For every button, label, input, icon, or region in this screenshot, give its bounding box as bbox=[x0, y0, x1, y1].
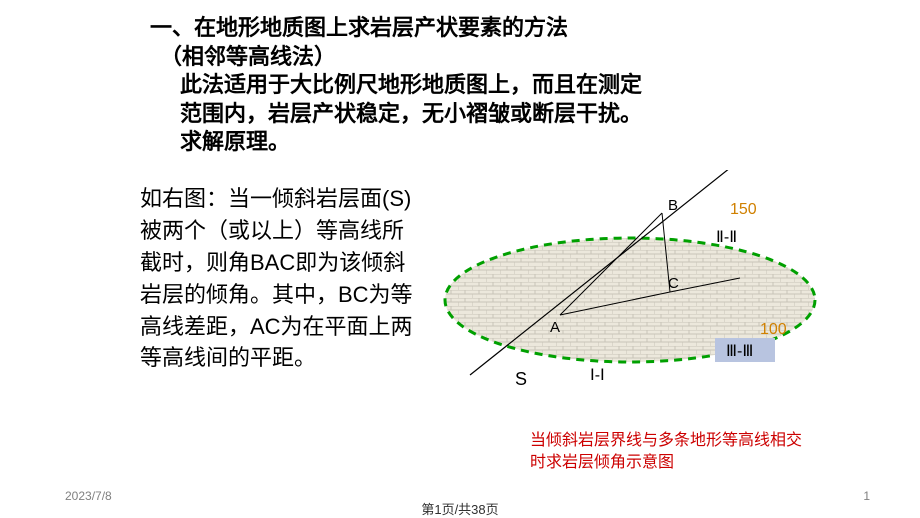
description-text: 如右图：当一倾斜岩层面(S)被两个（或以上）等高线所截时，则角BAC即为该倾斜岩… bbox=[140, 183, 420, 374]
title-body2: 范围内，岩层产状稳定，无小褶皱或断层干扰。 bbox=[180, 100, 850, 129]
label-S: S bbox=[515, 369, 527, 389]
title-body1: 此法适用于大比例尺地形地质图上，而且在测定 bbox=[180, 71, 850, 100]
label-I-I: Ⅰ-Ⅰ bbox=[590, 367, 605, 384]
label-II-II: Ⅱ-Ⅱ bbox=[716, 229, 737, 246]
label-B: B bbox=[668, 197, 678, 214]
title-line1: 一、在地形地质图上求岩层产状要素的方法 bbox=[150, 14, 850, 43]
footer-center: 第1页/共38页 bbox=[421, 499, 498, 518]
diagram-caption: 当倾斜岩层界线与多条地形等高线相交时求岩层倾角示意图 bbox=[530, 430, 805, 475]
title-body3: 求解原理。 bbox=[180, 128, 850, 157]
label-III-III: Ⅲ-Ⅲ bbox=[726, 343, 753, 360]
label-A: A bbox=[550, 319, 560, 336]
title-line2: （相邻等高线法） bbox=[160, 43, 850, 72]
footer-pagenum: 1 bbox=[863, 489, 870, 503]
geology-diagram: A B C S Ⅰ-Ⅰ Ⅱ-Ⅱ Ⅲ-Ⅲ 150 100 bbox=[430, 170, 890, 440]
label-150: 150 bbox=[730, 201, 757, 218]
footer-date: 2023/7/8 bbox=[65, 489, 112, 503]
label-100: 100 bbox=[760, 321, 787, 338]
label-C: C bbox=[668, 275, 679, 292]
